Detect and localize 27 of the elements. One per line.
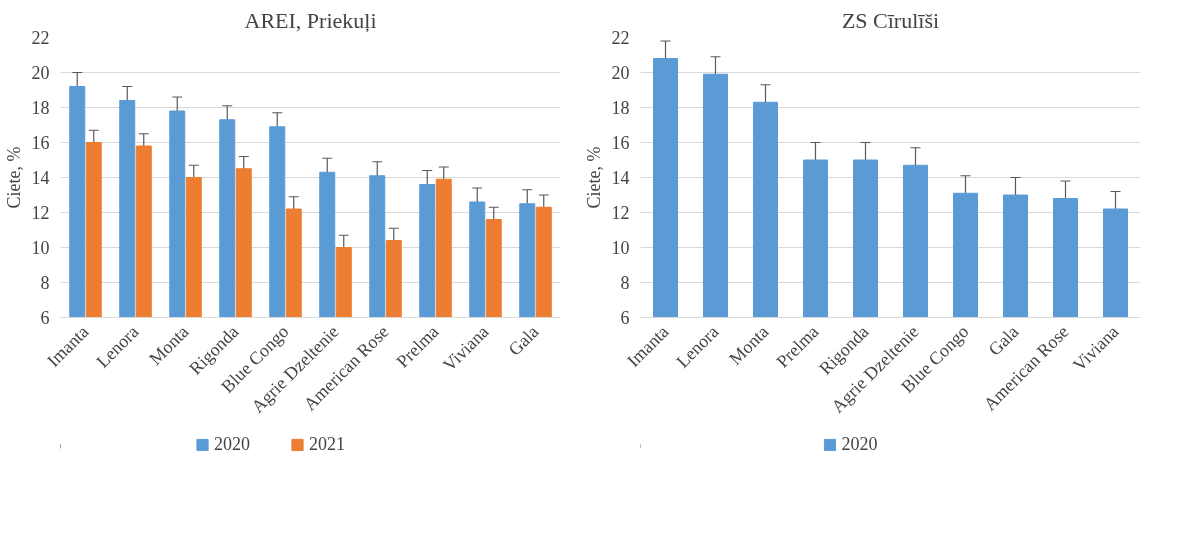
- x-tick-label: Gala: [504, 321, 543, 360]
- y-tick-label: 14: [31, 168, 50, 188]
- legend-label: 2020: [213, 433, 250, 455]
- legend-label: 2021: [308, 433, 345, 455]
- y-tick-label: 10: [31, 238, 50, 258]
- y-axis-title: Ciete, %: [583, 146, 604, 209]
- y-tick-label: 10: [611, 238, 630, 258]
- y-tick-label: 8: [40, 273, 50, 293]
- y-tick-label: 14: [611, 168, 630, 188]
- y-tick-label: 22: [611, 28, 630, 48]
- y-tick-label: 20: [31, 63, 50, 83]
- y-axis-title: Ciete, %: [3, 146, 24, 209]
- chart-title: AREI, Priekuļi: [244, 7, 377, 33]
- y-tick-label: 16: [611, 133, 630, 153]
- y-tick-label: 8: [620, 273, 630, 293]
- y-tick-label: 6: [620, 308, 630, 328]
- y-tick-label: 18: [611, 98, 630, 118]
- y-tick-label: 12: [611, 203, 630, 223]
- legend-label: 2020: [841, 433, 878, 455]
- chart-title: ZS Cīrulīši: [841, 7, 940, 33]
- x-tick-label: Gala: [984, 321, 1023, 360]
- y-tick-label: 22: [31, 28, 50, 48]
- y-tick-label: 12: [31, 203, 50, 223]
- y-tick-label: 6: [40, 308, 50, 328]
- y-tick-label: 20: [611, 63, 630, 83]
- y-tick-label: 18: [31, 98, 50, 118]
- y-tick-label: 16: [31, 133, 50, 153]
